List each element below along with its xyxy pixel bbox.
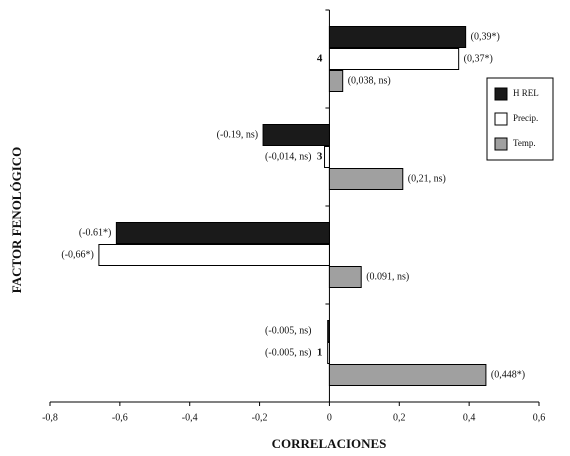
x-tick-label: -0,4	[182, 412, 198, 423]
legend-label: Temp.	[513, 138, 536, 148]
value-label: (-0.005, ns)	[265, 325, 311, 336]
bar	[327, 320, 330, 342]
legend-swatch	[494, 87, 508, 101]
value-label: (0.091, ns)	[366, 271, 409, 282]
x-tick-label: 0	[327, 412, 332, 423]
value-label: (-0,66*)	[61, 249, 94, 260]
legend-label: H REL	[513, 88, 539, 98]
bar	[327, 342, 330, 364]
legend-label: Precip.	[513, 113, 538, 123]
x-tick-label: 0,6	[533, 412, 546, 423]
category-label: 1	[317, 347, 323, 359]
value-label: (-0.19, ns)	[217, 129, 258, 140]
bar	[328, 364, 487, 386]
value-label: (0,21, ns)	[408, 173, 446, 184]
bar	[328, 266, 362, 288]
category-label: 4	[317, 53, 323, 65]
bar	[324, 146, 330, 168]
bar	[115, 222, 330, 244]
legend: H REL Precip. Temp.	[486, 77, 554, 161]
value-label: (-0.61*)	[79, 227, 112, 238]
value-label: (0,448*)	[491, 369, 525, 380]
legend-swatch	[494, 112, 508, 126]
x-tick-label: -0,2	[252, 412, 268, 423]
x-tick-label: -0,8	[42, 412, 58, 423]
bar	[328, 26, 467, 48]
x-tick-label: 0,4	[463, 412, 476, 423]
value-label: (0,37*)	[464, 53, 493, 64]
x-axis-title: CORRELACIONES	[272, 436, 387, 451]
legend-swatch	[494, 137, 508, 151]
bar	[262, 124, 330, 146]
bar	[328, 48, 460, 70]
bar	[328, 168, 404, 190]
value-label: (-0,014, ns)	[265, 151, 311, 162]
value-label: (0,038, ns)	[348, 75, 391, 86]
x-tick-label: -0,6	[112, 412, 128, 423]
y-axis-title: FACTOR FENOLÓGICO	[9, 147, 24, 294]
value-label: (0,39*)	[471, 31, 500, 42]
bar	[98, 244, 330, 266]
x-tick-label: 0,2	[393, 412, 406, 423]
value-label: (-0.005, ns)	[265, 347, 311, 358]
bar	[328, 70, 344, 92]
category-label: 3	[317, 151, 323, 163]
